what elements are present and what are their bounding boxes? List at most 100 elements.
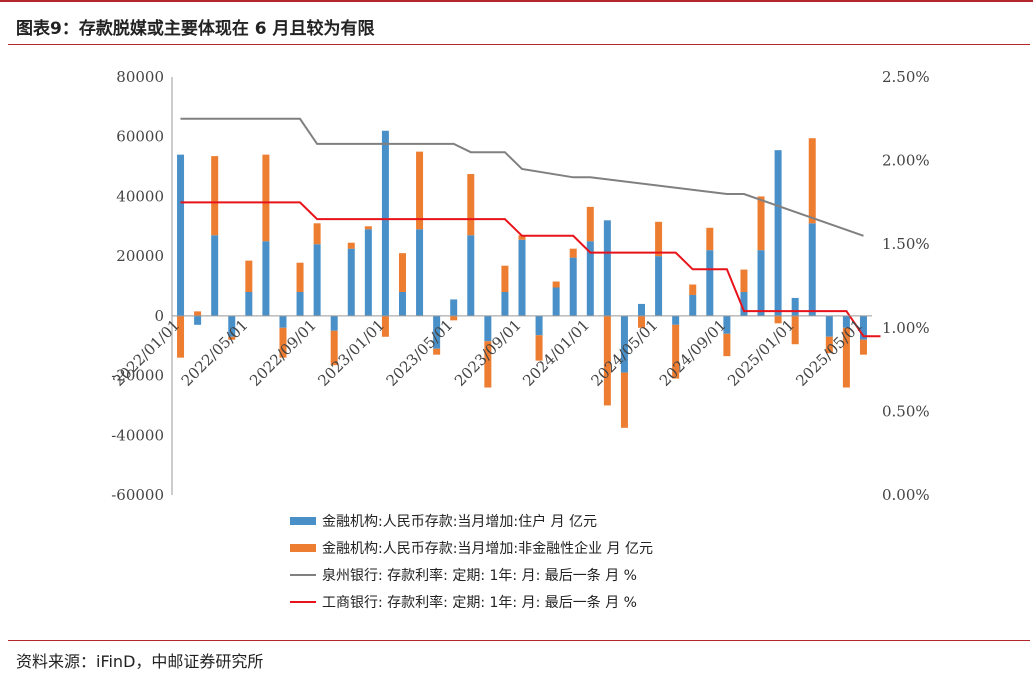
x-tick-label: 2025/01/01 (724, 316, 798, 390)
bar-households (740, 291, 748, 316)
left-tick-label: 0 (154, 307, 164, 325)
bar-corporates (552, 281, 560, 288)
left-tick-label: -40000 (111, 426, 164, 444)
bar-households (689, 294, 697, 316)
bar-households (262, 241, 270, 316)
bar-households (484, 315, 492, 342)
left-tick-label: -20000 (111, 367, 164, 385)
legend-swatch (290, 544, 316, 552)
bar-households (620, 315, 628, 373)
bar-corporates (484, 341, 492, 388)
bar-corporates (501, 265, 509, 292)
bar-households (228, 315, 236, 337)
bar-corporates (177, 315, 185, 358)
x-tick-label: 2024/01/01 (519, 316, 593, 390)
x-tick-label: 2024/09/01 (656, 316, 730, 390)
bar-households (177, 154, 185, 316)
figure-title: 图表9：存款脱媒或主要体现在 6 月且较为有限 (16, 19, 375, 39)
bar-households (279, 315, 287, 328)
bar-corporates (245, 260, 253, 292)
bar-households (330, 315, 338, 331)
bar-corporates (586, 206, 594, 242)
bar-corporates (330, 330, 338, 366)
left-tick-label: 20000 (116, 247, 164, 265)
top-rule (0, 0, 1033, 2)
lines-group (180, 117, 881, 338)
bar-corporates (689, 284, 697, 295)
bar-corporates (211, 156, 219, 236)
bar-households (518, 239, 526, 316)
bar-households (211, 235, 219, 316)
bar-households (552, 287, 560, 316)
bar-corporates (364, 226, 372, 230)
bar-corporates (467, 174, 475, 236)
x-tick-label: 2023/01/01 (314, 316, 388, 390)
bar-households (825, 315, 833, 337)
bar-households (450, 299, 458, 316)
bar-households (313, 244, 321, 316)
legend-label: 工商银行: 存款利率: 定期: 1年: 月: 最后一条 月 % (322, 594, 637, 611)
right-tick-label: 1.00% (882, 319, 930, 337)
bar-corporates (825, 336, 833, 354)
x-tick-label: 2022/05/01 (178, 316, 252, 390)
bar-households (706, 250, 714, 316)
right-tick-label: 2.00% (882, 152, 930, 170)
bar-corporates (706, 227, 714, 251)
bar-households (672, 315, 680, 325)
legend-corporates: 金融机构:人民币存款:当月增加:非金融性企业 月 亿元 (290, 540, 653, 557)
bar-households (381, 130, 389, 316)
bar-corporates (672, 324, 680, 379)
right-tick-label: 2.50% (882, 68, 930, 86)
bar-corporates (433, 348, 441, 355)
right-tick-label: 1.50% (882, 235, 930, 253)
bar-corporates (638, 315, 646, 328)
legend-households: 金融机构:人民币存款:当月增加:住户 月 亿元 (290, 513, 597, 530)
left-tick-label: -60000 (111, 486, 164, 504)
bar-corporates (655, 221, 663, 257)
bar-corporates (347, 242, 355, 249)
bar-households (398, 291, 406, 316)
bar-corporates (842, 327, 850, 388)
bar-households (655, 256, 663, 316)
bar-households (569, 257, 577, 316)
bar-corporates (620, 372, 628, 428)
bar-corporates (262, 154, 270, 242)
bar-corporates (569, 248, 577, 258)
legend-swatch (290, 517, 316, 525)
bar-households (774, 150, 782, 316)
bar-households (245, 291, 253, 316)
bars-group (177, 130, 867, 428)
bar-households (842, 315, 850, 328)
bar-corporates (296, 262, 304, 292)
bar-corporates (774, 315, 782, 324)
bar-households (416, 229, 424, 316)
bar-households (808, 223, 816, 316)
legend-quanzhou-bank: 泉州银行: 存款利率: 定期: 1年: 月: 最后一条 月 % (290, 567, 637, 584)
legend: 金融机构:人民币存款:当月增加:住户 月 亿元金融机构:人民币存款:当月增加:非… (290, 513, 653, 611)
line-quanzhou-bank (180, 117, 864, 237)
title-rule (8, 44, 1030, 45)
bar-corporates (757, 196, 765, 251)
bar-corporates (313, 223, 321, 245)
bar-households (535, 315, 543, 336)
legend-label: 金融机构:人民币存款:当月增加:住户 月 亿元 (322, 513, 597, 530)
legend-label: 金融机构:人民币存款:当月增加:非金融性企业 月 亿元 (322, 540, 653, 557)
legend-icbc: 工商银行: 存款利率: 定期: 1年: 月: 最后一条 月 % (290, 594, 637, 611)
bar-households (194, 315, 202, 325)
bar-corporates (808, 138, 816, 224)
left-tick-label: 40000 (116, 187, 164, 205)
bar-corporates (859, 339, 867, 355)
bar-households (296, 291, 304, 316)
bar-corporates (228, 336, 236, 340)
bar-households (467, 235, 475, 316)
bar-corporates (416, 151, 424, 230)
bottom-rule (8, 640, 1030, 641)
bar-corporates (603, 315, 611, 406)
bar-households (723, 315, 731, 334)
left-tick-label: 80000 (116, 68, 164, 86)
bar-households (364, 229, 372, 316)
right-tick-label: 0.50% (882, 402, 930, 420)
left-tick-label: 60000 (116, 128, 164, 146)
bar-households (501, 291, 509, 316)
